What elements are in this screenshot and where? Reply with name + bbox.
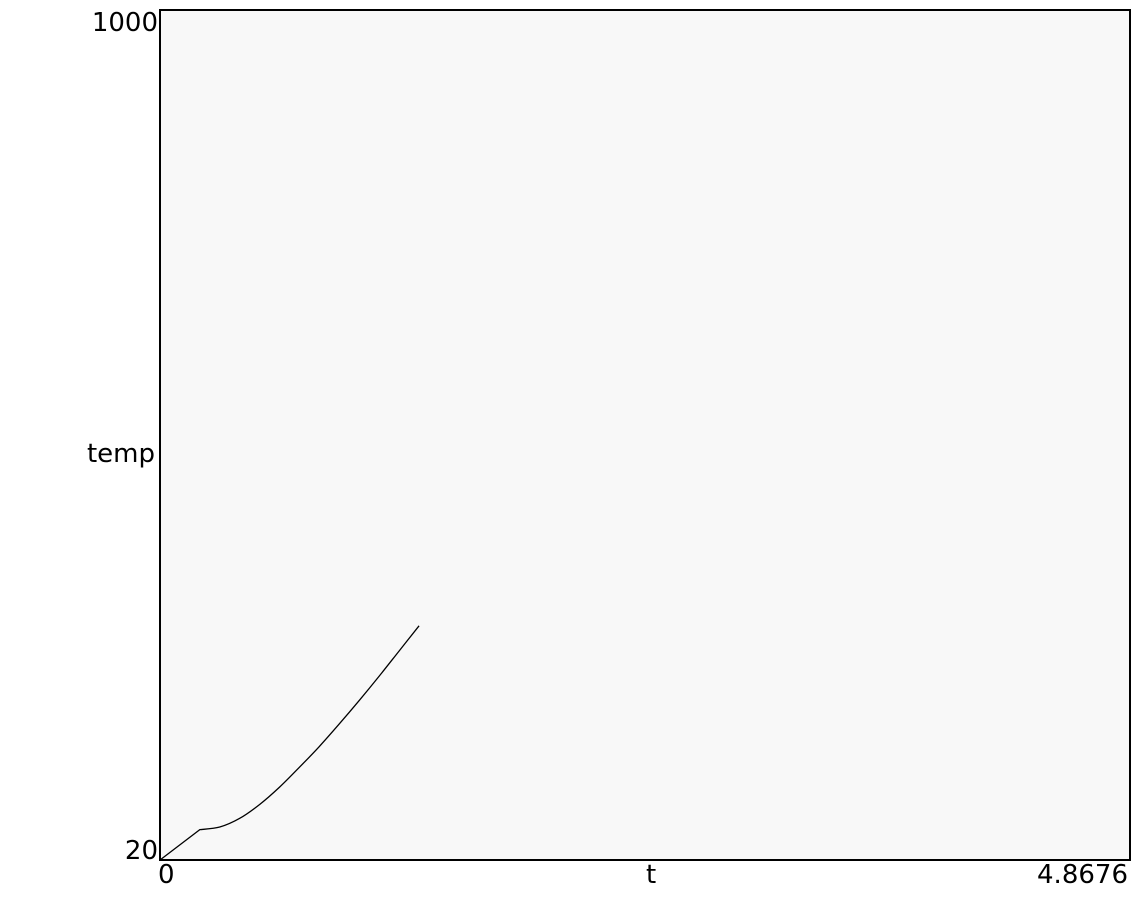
series-line-0 bbox=[159, 625, 420, 861]
x-tick-label-min: 0 bbox=[158, 860, 175, 890]
plot-area bbox=[159, 9, 1131, 861]
y-axis-label: temp bbox=[86, 439, 155, 469]
x-axis-label: t bbox=[646, 860, 657, 890]
x-tick-label-max: 4.8676 bbox=[1037, 860, 1128, 890]
y-tick-label-min: 20 bbox=[124, 836, 158, 866]
series-layer bbox=[159, 625, 420, 861]
y-tick-label-max: 1000 bbox=[91, 8, 158, 38]
